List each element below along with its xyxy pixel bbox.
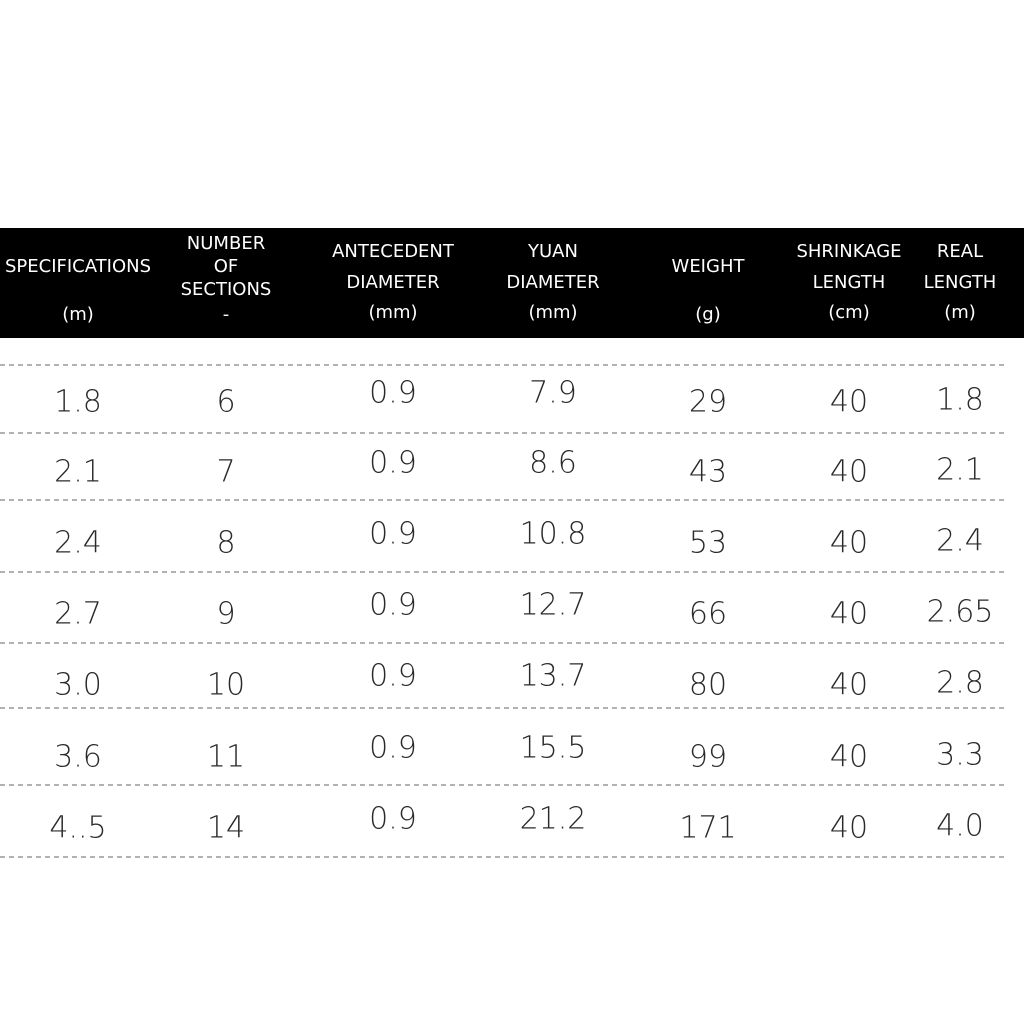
header-unit: - <box>223 304 230 325</box>
cell: 80 <box>689 668 727 703</box>
cell: 0.9 <box>369 517 417 552</box>
cell: 40 <box>830 668 868 703</box>
header-unit: (g) <box>695 304 720 325</box>
header-label: LENGTH <box>924 272 997 293</box>
cell: 2.65 <box>927 595 994 630</box>
cell: 1.8 <box>936 383 984 418</box>
cell: 0.9 <box>369 376 417 411</box>
cell: 0.9 <box>369 446 417 481</box>
cell: 40 <box>830 526 868 561</box>
header-label: SPECIFICATIONS <box>5 256 151 277</box>
cell: 15.5 <box>520 731 587 766</box>
header-band <box>0 228 1024 338</box>
cell: 66 <box>689 597 727 632</box>
cell: 7.9 <box>529 376 577 411</box>
header-label: LENGTH <box>813 272 886 293</box>
header-label: REAL <box>937 241 983 262</box>
header-label: SECTIONS <box>181 279 272 300</box>
cell: 10 <box>207 668 245 703</box>
cell: 11 <box>207 740 245 775</box>
cell: 4..5 <box>49 811 106 846</box>
header-unit: (m) <box>62 304 94 325</box>
cell: 3.0 <box>54 668 102 703</box>
cell: 4.0 <box>936 809 984 844</box>
cell: 7 <box>216 455 235 490</box>
cell: 0.9 <box>369 659 417 694</box>
cell: 40 <box>830 740 868 775</box>
cell: 0.9 <box>369 588 417 623</box>
cell: 2.7 <box>54 597 102 632</box>
header-unit: (mm) <box>368 302 417 323</box>
cell: 40 <box>830 455 868 490</box>
cell: 6 <box>216 385 235 420</box>
cell: 21.2 <box>520 802 587 837</box>
cell: 13.7 <box>520 659 587 694</box>
cell: 2.4 <box>54 526 102 561</box>
cell: 8 <box>216 526 235 561</box>
cell: 14 <box>207 811 245 846</box>
header-label: SHRINKAGE <box>796 241 901 262</box>
header-label: DIAMETER <box>346 272 439 293</box>
cell: 10.8 <box>520 517 587 552</box>
cell: 40 <box>830 597 868 632</box>
header-unit: (mm) <box>528 302 577 323</box>
header-label: YUAN <box>527 241 578 262</box>
cell: 2.8 <box>936 666 984 701</box>
header-label: OF <box>214 256 239 277</box>
cell: 29 <box>689 385 727 420</box>
cell: 1.8 <box>54 385 102 420</box>
header-label: NUMBER <box>187 233 265 254</box>
cell: 12.7 <box>520 588 587 623</box>
cell: 40 <box>830 811 868 846</box>
cell: 8.6 <box>529 446 577 481</box>
cell: 2.1 <box>936 453 984 488</box>
cell: 3.3 <box>936 738 984 773</box>
cell: 99 <box>689 740 727 775</box>
cell: 0.9 <box>369 802 417 837</box>
header-label: WEIGHT <box>672 256 746 277</box>
cell: 171 <box>679 811 736 846</box>
cell: 3.6 <box>54 740 102 775</box>
header-unit: (m) <box>944 302 976 323</box>
cell: 43 <box>689 455 727 490</box>
cell: 2.1 <box>54 455 102 490</box>
header-label: ANTECEDENT <box>332 241 455 262</box>
cell: 2.4 <box>936 524 984 559</box>
header-label: DIAMETER <box>506 272 599 293</box>
cell: 9 <box>216 597 235 632</box>
cell: 0.9 <box>369 731 417 766</box>
cell: 53 <box>689 526 727 561</box>
cell: 40 <box>830 385 868 420</box>
header-unit: (cm) <box>828 302 869 323</box>
